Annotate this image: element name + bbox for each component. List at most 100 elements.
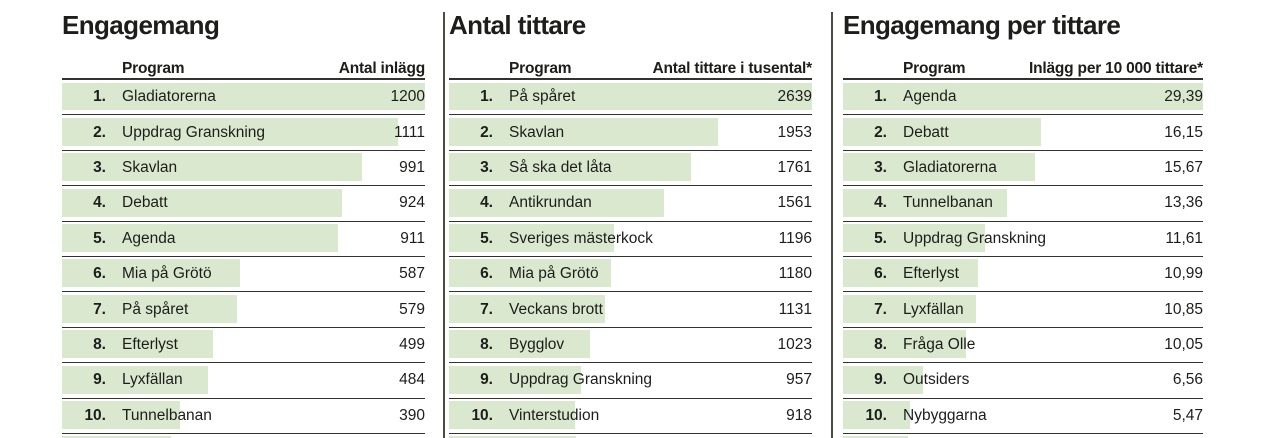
table-row: 4. Antikrundan 1561 xyxy=(449,186,812,222)
table-row: 10. Vinterstudion 918 xyxy=(449,399,812,434)
row-value-bar xyxy=(62,224,338,252)
cropped-next-row-bar xyxy=(449,436,577,438)
table-row: 8. Fråga Olle 10,05 xyxy=(843,328,1203,364)
row-value-bar xyxy=(62,153,362,182)
value-cell: 1561 xyxy=(777,194,812,212)
row-value-bar xyxy=(449,153,692,182)
value-cell: 1111 xyxy=(393,123,425,141)
rank-cell: 5. xyxy=(480,229,493,247)
column-headers: Program Antal inlägg xyxy=(62,52,425,78)
program-name: Agenda xyxy=(122,229,176,247)
row-value-bar xyxy=(449,117,718,146)
value-cell: 1200 xyxy=(390,88,425,106)
table-title: Engagemang per tittare xyxy=(843,10,1121,40)
row-value-bar xyxy=(62,294,238,323)
row-value-bar xyxy=(62,330,213,359)
program-name: Outsiders xyxy=(903,371,970,389)
table-engagemang: Engagemang Program Antal inlägg 1. Gladia… xyxy=(62,10,425,438)
program-name: Debatt xyxy=(122,194,168,212)
table-row: 4. Tunnelbanan 13,36 xyxy=(843,186,1203,222)
rank-cell: 1. xyxy=(93,88,106,106)
table-row: 9. Outsiders 6,56 xyxy=(843,363,1203,399)
rank-cell: 2. xyxy=(93,123,106,141)
program-name: Lyxfällan xyxy=(903,300,964,318)
program-name: Mia på Grötö xyxy=(122,265,212,283)
program-name: Mia på Grötö xyxy=(509,265,599,283)
row-value-bar xyxy=(449,82,812,111)
value-cell: 918 xyxy=(786,406,812,424)
rank-cell: 2. xyxy=(480,123,493,141)
column-header-value: Antal inlägg xyxy=(338,60,425,77)
table-row: 2. Uppdrag Granskning 1111 xyxy=(62,115,425,151)
table-row: 6. Mia på Grötö 587 xyxy=(62,257,425,293)
vertical-divider xyxy=(831,12,833,438)
program-name: Fråga Olle xyxy=(903,335,976,353)
row-value-bar xyxy=(843,82,1203,111)
program-name: Vinterstudion xyxy=(509,406,600,424)
row-value-bar xyxy=(843,330,967,359)
rank-cell: 9. xyxy=(480,371,493,389)
rank-cell: 8. xyxy=(874,335,887,353)
value-cell: 911 xyxy=(400,229,425,247)
table-row: 5. Uppdrag Granskning 11,61 xyxy=(843,222,1203,257)
value-cell: 16,15 xyxy=(1164,123,1203,141)
cropped-next-row-bar xyxy=(843,436,908,438)
value-cell: 13,36 xyxy=(1164,194,1203,212)
value-cell: 10,85 xyxy=(1164,300,1203,318)
table-row: 7. På spåret 579 xyxy=(62,292,425,328)
program-name: Tunnelbanan xyxy=(122,406,212,424)
value-cell: 1196 xyxy=(778,229,812,247)
rank-cell: 4. xyxy=(93,194,106,212)
program-name: Skavlan xyxy=(509,123,565,141)
row-value-bar xyxy=(843,259,978,288)
program-name: Nybyggarna xyxy=(903,406,987,424)
table-row: 5. Sveriges mästerkock 1196 xyxy=(449,222,812,257)
value-cell: 1180 xyxy=(778,265,812,283)
cropped-next-row-bar xyxy=(62,436,171,438)
value-cell: 1761 xyxy=(777,158,812,176)
row-value-bar xyxy=(62,401,180,429)
table-row: 10. Tunnelbanan 390 xyxy=(62,399,425,434)
table-row: 3. Gladiatorerna 15,67 xyxy=(843,151,1203,187)
row-value-bar xyxy=(449,330,590,359)
row-value-bar xyxy=(843,117,1041,146)
rank-cell: 4. xyxy=(480,194,493,212)
rank-cell: 6. xyxy=(93,265,106,283)
rank-cell: 9. xyxy=(874,371,887,389)
rank-cell: 10. xyxy=(865,406,887,424)
table-row: 9. Uppdrag Granskning 957 xyxy=(449,363,812,399)
value-cell: 499 xyxy=(399,335,425,353)
table-row: 1. På spåret 2639 xyxy=(449,80,812,116)
program-name: Lyxfällan xyxy=(122,371,183,389)
table-row: 1. Gladiatorerna 1200 xyxy=(62,80,425,116)
column-header-program: Program xyxy=(903,60,966,77)
table-engagemang-per-tittare: Engagemang per tittare Program Inlägg pe… xyxy=(843,10,1203,438)
value-cell: 6,56 xyxy=(1172,371,1203,389)
program-name: Uppdrag Granskning xyxy=(509,371,653,389)
table-row: 10. Nybyggarna 5,47 xyxy=(843,399,1203,434)
program-name: Antikrundan xyxy=(509,194,592,212)
column-headers: Program Inlägg per 10 000 tittare* xyxy=(843,52,1203,78)
rank-cell: 6. xyxy=(480,265,493,283)
rank-cell: 3. xyxy=(93,158,106,176)
value-cell: 11,61 xyxy=(1165,229,1203,247)
program-name: Efterlyst xyxy=(903,265,959,283)
rank-cell: 1. xyxy=(874,88,887,106)
table-row: 3. Så ska det låta 1761 xyxy=(449,151,812,187)
value-cell: 587 xyxy=(399,265,425,283)
program-name: Agenda xyxy=(903,88,957,106)
row-value-bar xyxy=(62,117,399,146)
row-value-bar xyxy=(62,82,425,111)
program-name: Gladiatorerna xyxy=(903,158,997,176)
value-cell: 10,05 xyxy=(1164,335,1203,353)
value-cell: 390 xyxy=(399,406,425,424)
program-name: Uppdrag Granskning xyxy=(122,123,266,141)
row-value-bar xyxy=(449,188,664,217)
column-headers: Program Antal tittare i tusental* xyxy=(449,52,812,78)
table-rows: 1. Agenda 29,39 2. Debatt 16,15 3. Gladiatorern… xyxy=(843,78,1203,438)
value-cell: 957 xyxy=(786,371,812,389)
rank-cell: 10. xyxy=(84,406,106,424)
rank-cell: 9. xyxy=(93,371,106,389)
column-header-value: Inlägg per 10 000 tittare* xyxy=(1029,60,1203,77)
